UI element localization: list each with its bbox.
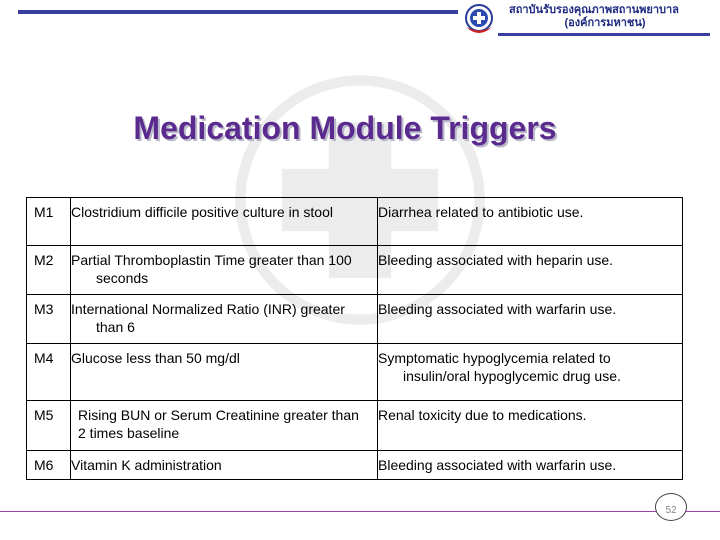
trigger-id: M6 xyxy=(26,450,71,480)
red-cross-logo-icon xyxy=(465,4,493,33)
trigger-criteria: Glucose less than 50 mg/dl xyxy=(70,343,378,401)
adverse-event: Bleeding associated with warfarin use. xyxy=(377,450,683,480)
header-underline xyxy=(498,33,710,36)
table-row: M6 Vitamin K administration Bleeding assoc… xyxy=(26,450,683,480)
trigger-id: M4 xyxy=(26,343,71,401)
trigger-id: M2 xyxy=(26,245,71,295)
table-row: M3 International Normalized Ratio (INR) g… xyxy=(26,294,683,344)
page-number: 52 xyxy=(655,493,687,521)
adverse-event: Symptomatic hypoglycemia related to insu… xyxy=(377,343,683,401)
trigger-criteria: International Normalized Ratio (INR) gre… xyxy=(70,294,378,344)
footer-line xyxy=(0,511,720,512)
org-name-line1: สถาบันรับรองคุณภาพสถานพยาบาล xyxy=(509,4,679,16)
table-row: M1 Clostridium difficile positive culture… xyxy=(26,197,683,246)
organization-name: สถาบันรับรองคุณภาพสถานพยาบาล (องค์การมหา… xyxy=(505,4,705,30)
adverse-event: Diarrhea related to antibiotic use. xyxy=(377,197,683,246)
trigger-id: M1 xyxy=(26,197,71,246)
table-row: M2 Partial Thromboplastin Time greater th… xyxy=(26,245,683,295)
adverse-event: Bleeding associated with heparin use. xyxy=(377,245,683,295)
table-row: M4 Glucose less than 50 mg/dl Symptomatic … xyxy=(26,343,683,401)
org-name-line2: (องค์การมหาชน) xyxy=(564,17,646,29)
trigger-criteria: Vitamin K administration xyxy=(70,450,378,480)
trigger-criteria: Clostridium difficile positive culture i… xyxy=(70,197,378,246)
table-row: M5 Rising BUN or Serum Creatinine greater… xyxy=(26,400,683,451)
triggers-table: M1 Clostridium difficile positive culture… xyxy=(26,197,683,480)
slide-title: Medication Module Triggers xyxy=(133,110,557,146)
trigger-id: M5 xyxy=(26,400,71,451)
trigger-criteria: Partial Thromboplastin Time greater than… xyxy=(70,245,378,295)
adverse-event: Renal toxicity due to medications. xyxy=(377,400,683,451)
trigger-criteria: Rising BUN or Serum Creatinine greater t… xyxy=(70,400,378,451)
trigger-id: M3 xyxy=(26,294,71,344)
adverse-event: Bleeding associated with warfarin use. xyxy=(377,294,683,344)
header-bar xyxy=(18,10,458,14)
